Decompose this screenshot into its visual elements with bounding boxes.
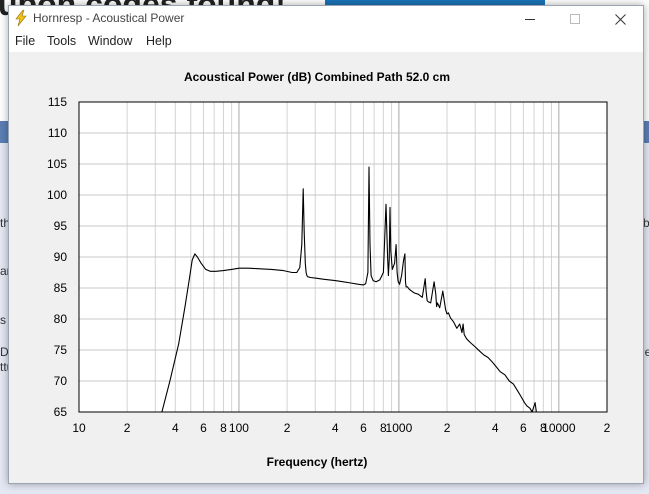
x-tick-label: 10000 xyxy=(542,421,576,435)
y-tick-label: 75 xyxy=(54,343,68,357)
hornresp-window: Hornresp - Acoustical Power File Tools W… xyxy=(8,5,644,484)
x-tick-label: 8 xyxy=(220,421,227,435)
background-side-text: D xyxy=(0,345,9,359)
acoustical-power-line xyxy=(161,166,537,412)
window-title: Hornresp - Acoustical Power xyxy=(33,11,185,25)
minimize-icon xyxy=(525,18,535,20)
maximize-icon xyxy=(570,13,580,24)
title-bar[interactable]: Hornresp - Acoustical Power xyxy=(9,6,643,32)
menu-tools[interactable]: Tools xyxy=(47,34,77,48)
chart-series xyxy=(161,166,537,412)
x-tick-label: 2 xyxy=(444,421,451,435)
y-tick-label: 65 xyxy=(54,405,68,419)
x-axis-title: Frequency (hertz) xyxy=(267,455,368,469)
background-side-text: le xyxy=(642,345,649,359)
x-tick-label: 6 xyxy=(360,421,367,435)
plot-area: Acoustical Power (dB) Combined Path 52.0… xyxy=(9,52,643,483)
y-tick-label: 80 xyxy=(54,312,68,326)
minimize-button[interactable] xyxy=(508,6,553,32)
x-tick-label: 8 xyxy=(380,421,387,435)
chart-title: Acoustical Power (dB) Combined Path 52.0… xyxy=(184,70,450,84)
y-tick-label: 105 xyxy=(47,157,67,171)
x-tick-label: 2 xyxy=(604,421,611,435)
x-tick-label: 6 xyxy=(520,421,527,435)
x-tick-label: 10 xyxy=(72,421,86,435)
background-accent-bar xyxy=(325,0,545,6)
close-button[interactable] xyxy=(598,6,643,32)
menu-bar: File Tools Window Help xyxy=(9,32,643,52)
x-tick-label: 1000 xyxy=(386,421,413,435)
maximize-button[interactable] xyxy=(553,6,598,32)
background-side-text: th xyxy=(0,216,11,230)
close-icon xyxy=(615,13,626,25)
menu-window[interactable]: Window xyxy=(88,34,133,48)
y-tick-label: 110 xyxy=(48,126,67,140)
menu-help[interactable]: Help xyxy=(146,34,172,48)
x-tick-label: 4 xyxy=(332,421,339,435)
y-tick-label: 90 xyxy=(54,250,68,264)
hornresp-lightning-icon xyxy=(15,10,27,26)
x-tick-label: 4 xyxy=(492,421,499,435)
menu-file[interactable]: File xyxy=(15,34,36,48)
x-tick-label: 4 xyxy=(172,421,179,435)
y-tick-label: 100 xyxy=(47,188,67,202)
y-tick-label: 95 xyxy=(54,219,68,233)
y-tick-label: 115 xyxy=(48,95,67,109)
x-tick-label: 2 xyxy=(284,421,291,435)
x-tick-label: 100 xyxy=(229,421,249,435)
acoustical-power-chart: Acoustical Power (dB) Combined Path 52.0… xyxy=(47,70,611,469)
y-axis-labels: 65 70 75 80 85 90 95 100 105 110 115 xyxy=(47,95,67,419)
y-tick-label: 85 xyxy=(54,281,68,295)
background-side-text: s xyxy=(0,313,6,327)
x-tick-label: 6 xyxy=(200,421,207,435)
plot-frame xyxy=(78,101,608,413)
y-tick-label: 70 xyxy=(54,374,68,388)
background-side-text: ar xyxy=(0,264,11,278)
x-tick-label: 2 xyxy=(124,421,131,435)
x-tick-label: 8 xyxy=(540,421,547,435)
background-side-text: b xyxy=(643,216,649,230)
chart-grid xyxy=(79,102,607,412)
